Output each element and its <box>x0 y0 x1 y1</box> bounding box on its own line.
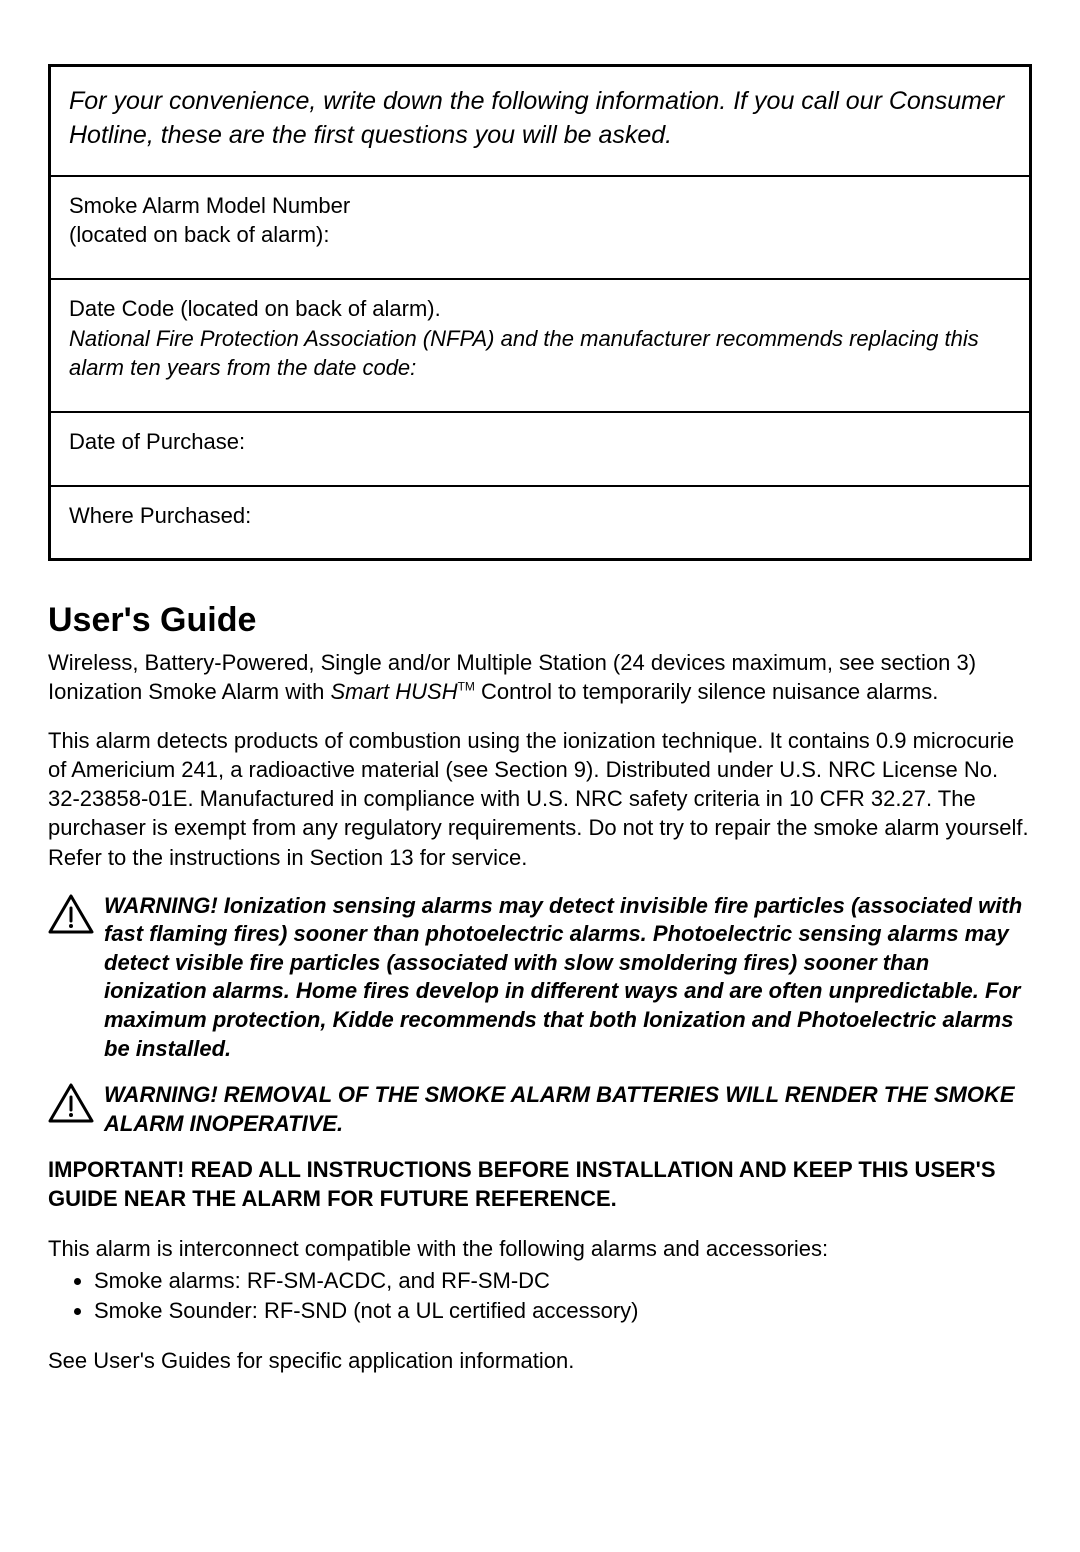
date-code-note: National Fire Protection Association (NF… <box>69 324 1011 383</box>
purchase-date-label: Date of Purchase: <box>69 427 1011 457</box>
where-purchased-label: Where Purchased: <box>69 501 1011 531</box>
compat-intro: This alarm is interconnect compatible wi… <box>48 1235 1032 1264</box>
list-item: Smoke alarms: RF-SM-ACDC, and RF-SM-DC <box>94 1266 1032 1296</box>
warning-text-2: WARNING! REMOVAL OF THE SMOKE ALARM BATT… <box>104 1081 1032 1138</box>
guide-para-2: This alarm detects products of combustio… <box>48 726 1032 871</box>
field-purchase-date: Date of Purchase: <box>51 413 1029 487</box>
field-model-number: Smoke Alarm Model Number (located on bac… <box>51 177 1029 280</box>
warning-text-1: WARNING! Ionization sensing alarms may d… <box>104 892 1032 1064</box>
warning-block-1: WARNING! Ionization sensing alarms may d… <box>48 892 1032 1064</box>
para1-tm: TM <box>458 680 475 694</box>
list-item: Smoke Sounder: RF-SND (not a UL certifie… <box>94 1296 1032 1326</box>
warning-icon <box>48 1083 94 1128</box>
field-date-code: Date Code (located on back of alarm). Na… <box>51 280 1029 413</box>
warning-block-2: WARNING! REMOVAL OF THE SMOKE ALARM BATT… <box>48 1081 1032 1138</box>
field-where-purchased: Where Purchased: <box>51 487 1029 559</box>
date-code-label: Date Code (located on back of alarm). <box>69 294 1011 324</box>
compat-list: Smoke alarms: RF-SM-ACDC, and RF-SM-DC S… <box>48 1266 1032 1325</box>
info-box: For your convenience, write down the fol… <box>48 64 1032 561</box>
guide-title: User's Guide <box>48 601 1032 640</box>
guide-para-1: Wireless, Battery-Powered, Single and/or… <box>48 648 1032 706</box>
important-text: IMPORTANT! READ ALL INSTRUCTIONS BEFORE … <box>48 1156 1032 1213</box>
closing-text: See User's Guides for specific applicati… <box>48 1347 1032 1376</box>
intro-section: For your convenience, write down the fol… <box>51 67 1029 177</box>
warning-icon <box>48 894 94 939</box>
para1-brand: Smart HUSH <box>330 679 457 704</box>
model-label-line2: (located on back of alarm): <box>69 220 1011 250</box>
intro-text: For your convenience, write down the fol… <box>69 85 1011 153</box>
para1-part-b: Control to temporarily silence nuisance … <box>475 679 938 704</box>
model-label-line1: Smoke Alarm Model Number <box>69 191 1011 221</box>
